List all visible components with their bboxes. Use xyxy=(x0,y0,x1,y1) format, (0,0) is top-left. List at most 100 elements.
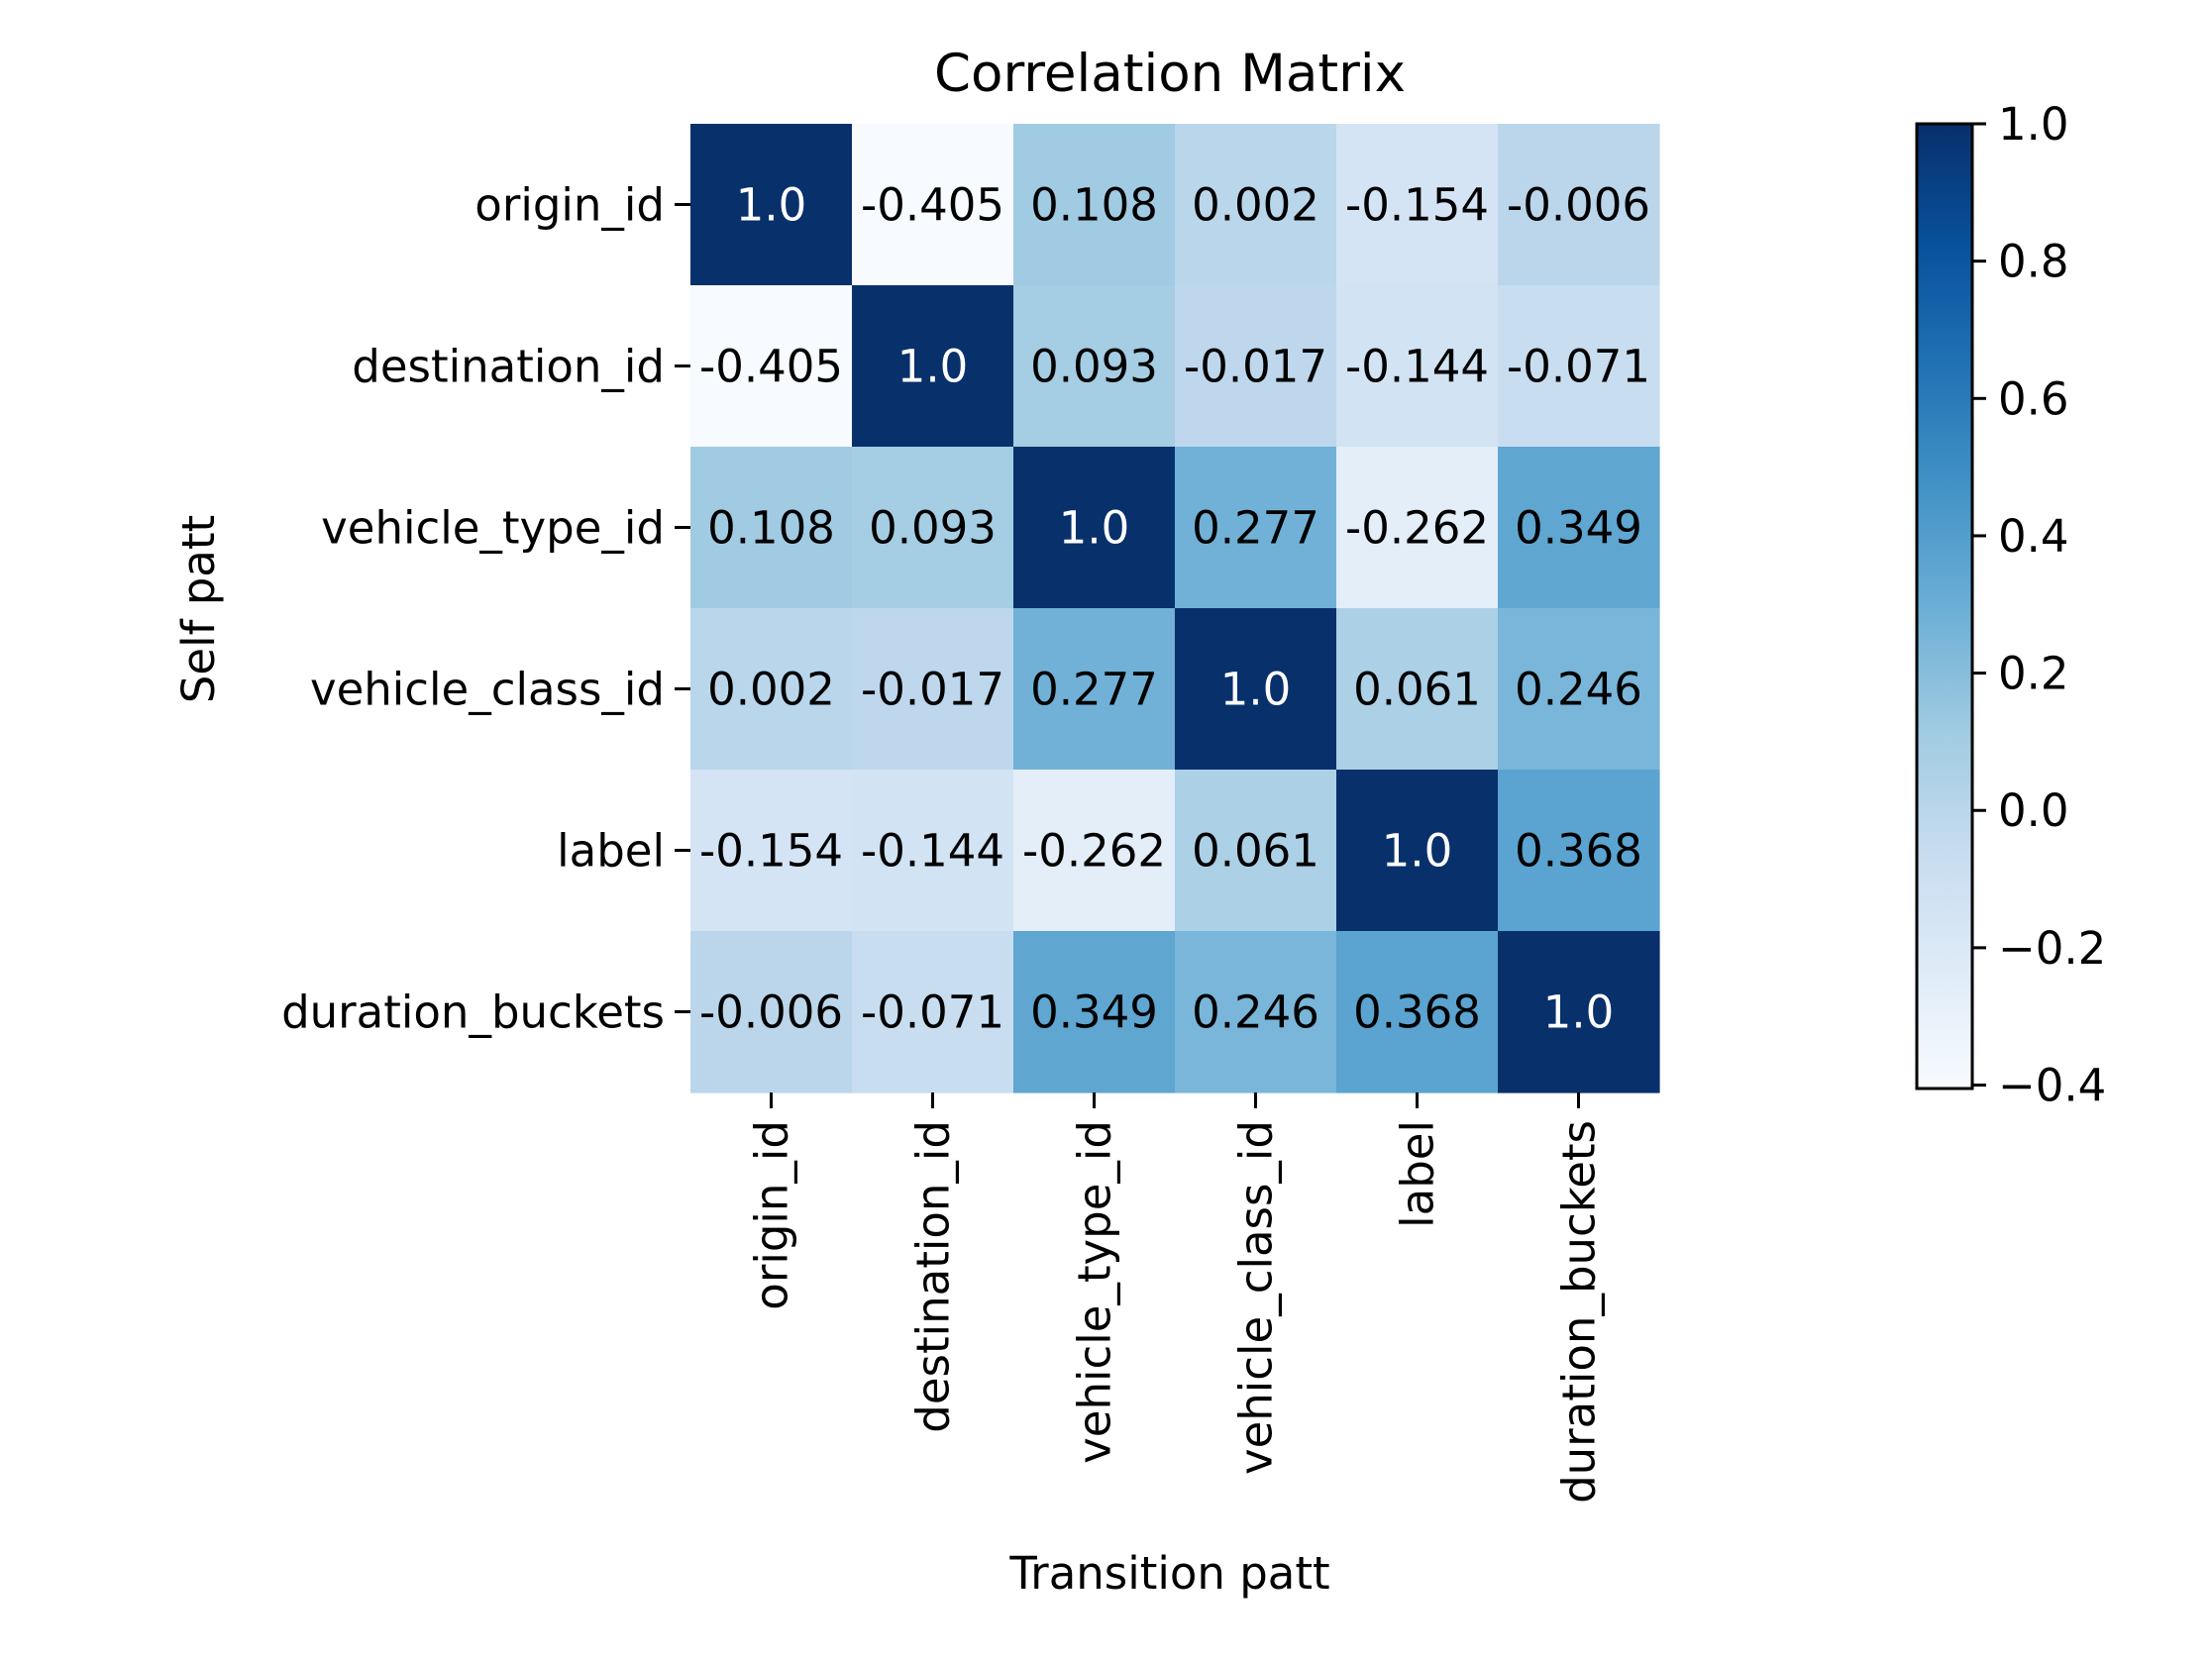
heatmap-cell-value: 0.368 xyxy=(1515,825,1642,878)
heatmap-cell-value: 0.002 xyxy=(707,664,835,716)
colorbar-tick-label: 0.0 xyxy=(1998,784,2069,837)
heatmap-cell-value: 0.349 xyxy=(1515,502,1642,555)
heatmap-cell-value: 0.061 xyxy=(1353,664,1481,716)
heatmap-cell-value: -0.006 xyxy=(1507,179,1650,232)
y-tick-label: vehicle_type_id xyxy=(321,502,665,555)
heatmap-cell xyxy=(1336,608,1499,771)
heatmap-cell xyxy=(1175,124,1337,286)
heatmap-cell-value: -0.071 xyxy=(1507,341,1650,393)
heatmap-cell-value: -0.405 xyxy=(861,179,1004,232)
heatmap-cell xyxy=(1498,447,1660,609)
x-tick-label: destination_id xyxy=(907,1120,960,1433)
heatmap-cell-value: 1.0 xyxy=(1543,986,1615,1039)
heatmap-cell xyxy=(1175,447,1337,609)
heatmap-cell-value: 0.061 xyxy=(1192,825,1319,878)
heatmap-cell xyxy=(1013,931,1176,1093)
heatmap-cell xyxy=(1175,770,1337,932)
y-tick-label: origin_id xyxy=(474,179,665,232)
heatmap-cell xyxy=(852,447,1014,609)
heatmap-cell xyxy=(1498,285,1660,448)
colorbar-tick-label: 0.4 xyxy=(1998,510,2069,563)
heatmap-cell xyxy=(690,124,853,286)
x-tick-label: vehicle_class_id xyxy=(1230,1120,1283,1475)
heatmap-cell xyxy=(852,124,1014,286)
y-axis-ticks: origin_id destination_id vehicle_type_idve… xyxy=(281,179,690,1039)
x-tick-label: origin_id xyxy=(746,1120,798,1310)
heatmap-cell xyxy=(1013,770,1176,932)
x-axis-ticks: origin_id destination_id vehicle_type_id ve… xyxy=(746,1092,1606,1504)
y-tick-label: vehicle_class_id xyxy=(310,664,665,716)
heatmap-cell xyxy=(690,447,853,609)
heatmap-cell xyxy=(1498,608,1660,771)
heatmap-cell-value: -0.144 xyxy=(1345,341,1489,393)
heatmap-cell-value: 0.093 xyxy=(1030,341,1158,393)
y-tick-label: label xyxy=(557,825,665,878)
heatmap-cell xyxy=(1013,124,1176,286)
x-axis-label: Transition patt xyxy=(1008,1547,1329,1600)
heatmap-cell xyxy=(1336,770,1499,932)
heatmap-cell xyxy=(852,285,1014,448)
heatmap-cell-value: 1.0 xyxy=(1220,664,1292,716)
colorbar-tick-label: 0.2 xyxy=(1998,648,2069,700)
colorbar-tick-label: 0.8 xyxy=(1998,236,2069,288)
heatmap-cell xyxy=(852,608,1014,771)
heatmap-cells xyxy=(690,124,1660,1093)
chart-title: Correlation Matrix xyxy=(934,44,1406,104)
heatmap-cell-value: -0.071 xyxy=(861,986,1004,1039)
heatmap-cell-value: 0.277 xyxy=(1030,664,1158,716)
heatmap-cell xyxy=(1336,931,1499,1093)
heatmap-cell-value: 0.246 xyxy=(1192,986,1319,1039)
heatmap-cell-value: 0.002 xyxy=(1192,179,1319,232)
heatmap-cell-value: 0.108 xyxy=(707,502,835,555)
heatmap-cell xyxy=(690,285,853,448)
heatmap-cell-value: 0.093 xyxy=(869,502,997,555)
heatmap-cell xyxy=(1013,447,1176,609)
heatmap-cell-value: 1.0 xyxy=(1059,502,1130,555)
colorbar-tick-label: 0.6 xyxy=(1998,372,2069,425)
colorbar-ticks: 1.0 0.8 0.6 0.4 0.2 0.0 −0.2 −0.4 xyxy=(1972,98,2106,1112)
heatmap-cell xyxy=(1498,124,1660,286)
colorbar-tick-label: 1.0 xyxy=(1998,98,2069,151)
heatmap-cell xyxy=(1175,608,1337,771)
heatmap-cell-value: 0.368 xyxy=(1353,986,1481,1039)
x-tick-label: duration_buckets xyxy=(1553,1120,1606,1504)
heatmap-cell-value: -0.154 xyxy=(699,825,843,878)
heatmap-cell-value: -0.017 xyxy=(861,664,1004,716)
y-axis-label: Self patt xyxy=(172,515,225,703)
heatmap-cell-value: 1.0 xyxy=(736,179,807,232)
heatmap-cell-labels: 1.0 -0.405 0.108 0.002 -0.154 -0.006 -0.405 1.0… xyxy=(699,179,1650,1039)
heatmap-cell-value: -0.144 xyxy=(861,825,1004,878)
heatmap-cell xyxy=(690,770,853,932)
heatmap-cell xyxy=(1336,285,1499,448)
heatmap-cell-value: 0.349 xyxy=(1030,986,1158,1039)
colorbar-gradient xyxy=(1915,122,1974,1090)
heatmap-cell xyxy=(1175,931,1337,1093)
colorbar-tick-label: −0.2 xyxy=(1998,922,2106,975)
heatmap-cell-value: -0.262 xyxy=(1022,825,1166,878)
x-tick-label: label xyxy=(1392,1120,1444,1228)
heatmap-cell-value: 0.246 xyxy=(1515,664,1642,716)
x-tick-label: vehicle_type_id xyxy=(1069,1120,1121,1464)
heatmap-cell xyxy=(1336,447,1499,609)
heatmap-cell xyxy=(1175,285,1337,448)
y-tick-label: destination_id xyxy=(352,341,665,393)
heatmap-cell xyxy=(1013,608,1176,771)
heatmap-cell-value: -0.405 xyxy=(699,341,843,393)
heatmap-cell xyxy=(1498,931,1660,1093)
heatmap-cell-value: -0.006 xyxy=(699,986,843,1039)
heatmap-cell-value: -0.017 xyxy=(1184,341,1327,393)
heatmap-cell-value: 1.0 xyxy=(1382,825,1453,878)
heatmap-cell xyxy=(852,770,1014,932)
heatmap-cell xyxy=(1336,124,1499,286)
heatmap-cell-value: 0.277 xyxy=(1192,502,1319,555)
heatmap-cell xyxy=(690,608,853,771)
y-tick-label: duration_buckets xyxy=(281,986,665,1039)
heatmap-cell xyxy=(690,931,853,1093)
heatmap-cell xyxy=(1013,285,1176,448)
heatmap-cell-value: 0.108 xyxy=(1030,179,1158,232)
heatmap-cell xyxy=(1498,770,1660,932)
colorbar: 1.0 0.8 0.6 0.4 0.2 0.0 −0.2 −0.4 xyxy=(1915,98,2106,1112)
heatmap-cell-value: -0.262 xyxy=(1345,502,1489,555)
heatmap-cell-value: -0.154 xyxy=(1345,179,1489,232)
